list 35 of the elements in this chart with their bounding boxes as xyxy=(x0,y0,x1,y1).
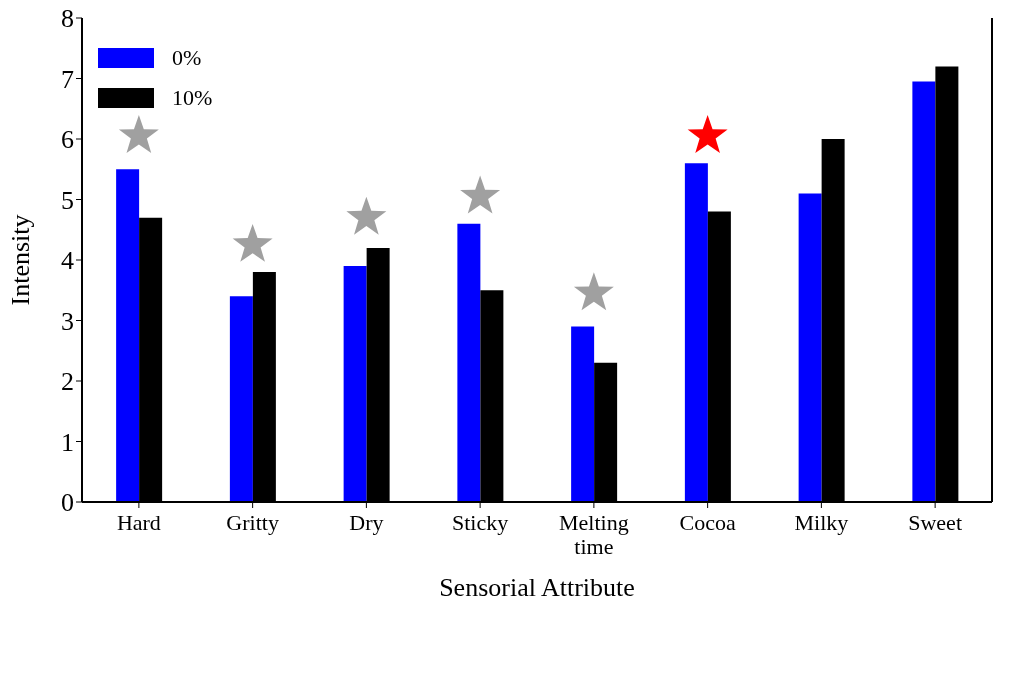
bar xyxy=(116,169,140,502)
x-tick-label: Melting time xyxy=(559,510,629,559)
bar xyxy=(343,266,367,502)
x-tick-label: Gritty xyxy=(226,510,279,535)
x-tick-label: Cocoa xyxy=(679,510,736,535)
x-tick-label: Hard xyxy=(116,510,161,535)
x-axis-title: Sensorial Attribute xyxy=(439,573,635,602)
y-tick-label: 3 xyxy=(61,306,74,336)
point xyxy=(687,114,728,153)
bar xyxy=(571,326,595,502)
x-tick-label: Milky xyxy=(794,510,849,535)
y-tick-label: 5 xyxy=(61,185,74,215)
x-tick-label: Sticky xyxy=(452,510,509,535)
point xyxy=(460,175,501,214)
y-axis-title: Intensity xyxy=(6,214,36,306)
y-tick-label: 0 xyxy=(61,488,74,518)
bar xyxy=(912,81,936,502)
y-tick-label: 7 xyxy=(61,64,74,94)
point xyxy=(346,196,387,235)
bar xyxy=(457,223,481,502)
legend-label: 0% xyxy=(172,45,202,71)
y-tick-label: 1 xyxy=(61,427,74,457)
legend-label: 10% xyxy=(172,85,213,111)
bar xyxy=(684,163,708,502)
point xyxy=(118,114,159,153)
bar xyxy=(229,296,253,502)
bar xyxy=(798,193,822,502)
y-tick-label: 6 xyxy=(61,125,74,155)
point xyxy=(232,223,273,262)
point xyxy=(573,272,614,311)
y-tick-label: 2 xyxy=(61,367,74,397)
y-tick-label: 4 xyxy=(61,246,74,276)
x-tick-label: Dry xyxy=(349,510,384,535)
y-tick-label: 8 xyxy=(61,4,74,34)
x-tick-label: Sweet xyxy=(908,510,963,535)
